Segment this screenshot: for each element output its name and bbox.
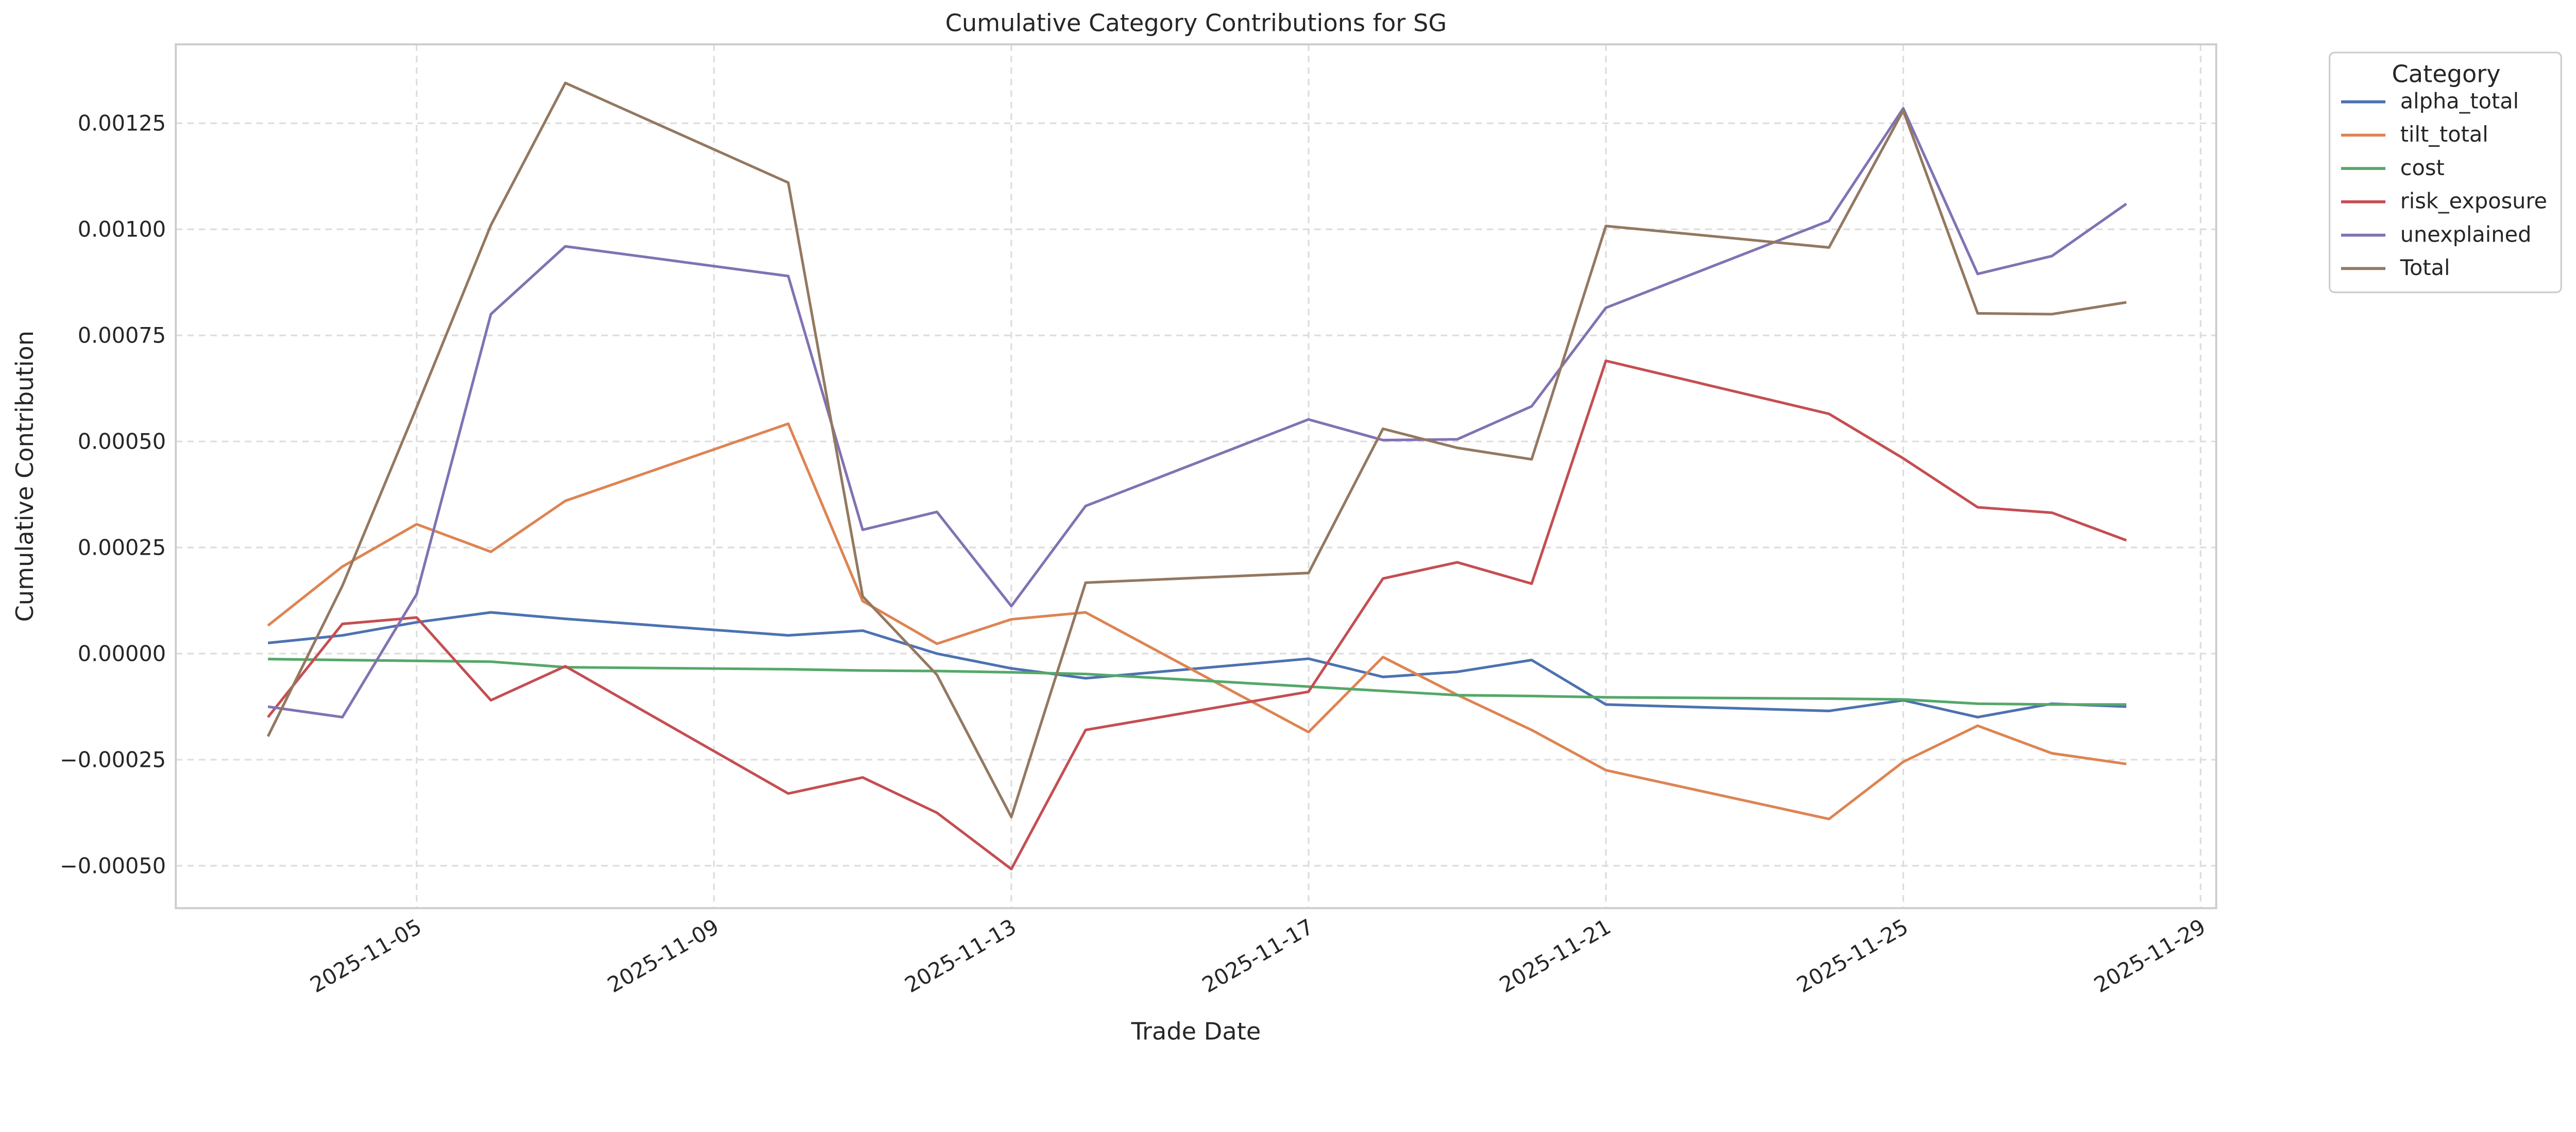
y-tick-labels: −0.00050 −0.00025 0.00000 0.00025 0.00050 0.0… [60,111,166,879]
x-tick-label: 2025-11-09 [603,914,723,998]
x-axis-label: Trade Date [1131,1017,1261,1045]
legend-label: alpha_total [2400,89,2519,113]
x-tick-label: 2025-11-29 [2090,914,2210,998]
series-line-cost [268,658,2127,706]
x-tick-label: 2025-11-25 [1792,914,1912,998]
series-line-risk-exposure [267,359,2127,871]
y-tick-label: 0.00025 [78,535,166,560]
legend-label: Total [2400,255,2450,280]
y-tick-label: 0.00075 [78,323,166,348]
x-tick-label: 2025-11-21 [1495,914,1615,998]
x-tick-labels: 2025-11-05 2025-11-09 2025-11-13 2025-11-17… [306,914,2210,998]
series-line-unexplained [267,107,2127,719]
y-tick-label: 0.00050 [78,430,166,454]
chart-title: Cumulative Category Contributions for SG [945,9,1447,37]
legend-box [2329,52,2562,294]
y-tick-label: −0.00050 [60,853,166,878]
x-tick-label: 2025-11-05 [306,914,426,998]
grid [176,44,2216,908]
legend-title: Category [2392,60,2501,88]
legend-label: unexplained [2400,222,2532,247]
series-line-total [266,81,2127,818]
y-tick-label: 0.00125 [78,111,166,136]
y-axis-label: Cumulative Contribution [11,331,39,622]
x-tick-label: 2025-11-13 [901,914,1021,998]
plot-frame [175,43,2217,910]
series-line-alpha-total [267,611,2127,719]
legend-label: risk_exposure [2400,189,2547,214]
series-line-tilt-total [267,422,2127,820]
series-lines [266,81,2127,871]
x-tick-label: 2025-11-17 [1198,914,1318,998]
y-tick-label: 0.00000 [78,641,166,666]
legend-label: cost [2400,156,2445,180]
line-chart: 2025-11-05 2025-11-09 2025-11-13 2025-11-17… [11,9,2562,1045]
y-tick-label: 0.00100 [78,217,166,242]
legend-label: tilt_total [2400,122,2488,147]
y-tick-label: −0.00025 [60,747,166,772]
